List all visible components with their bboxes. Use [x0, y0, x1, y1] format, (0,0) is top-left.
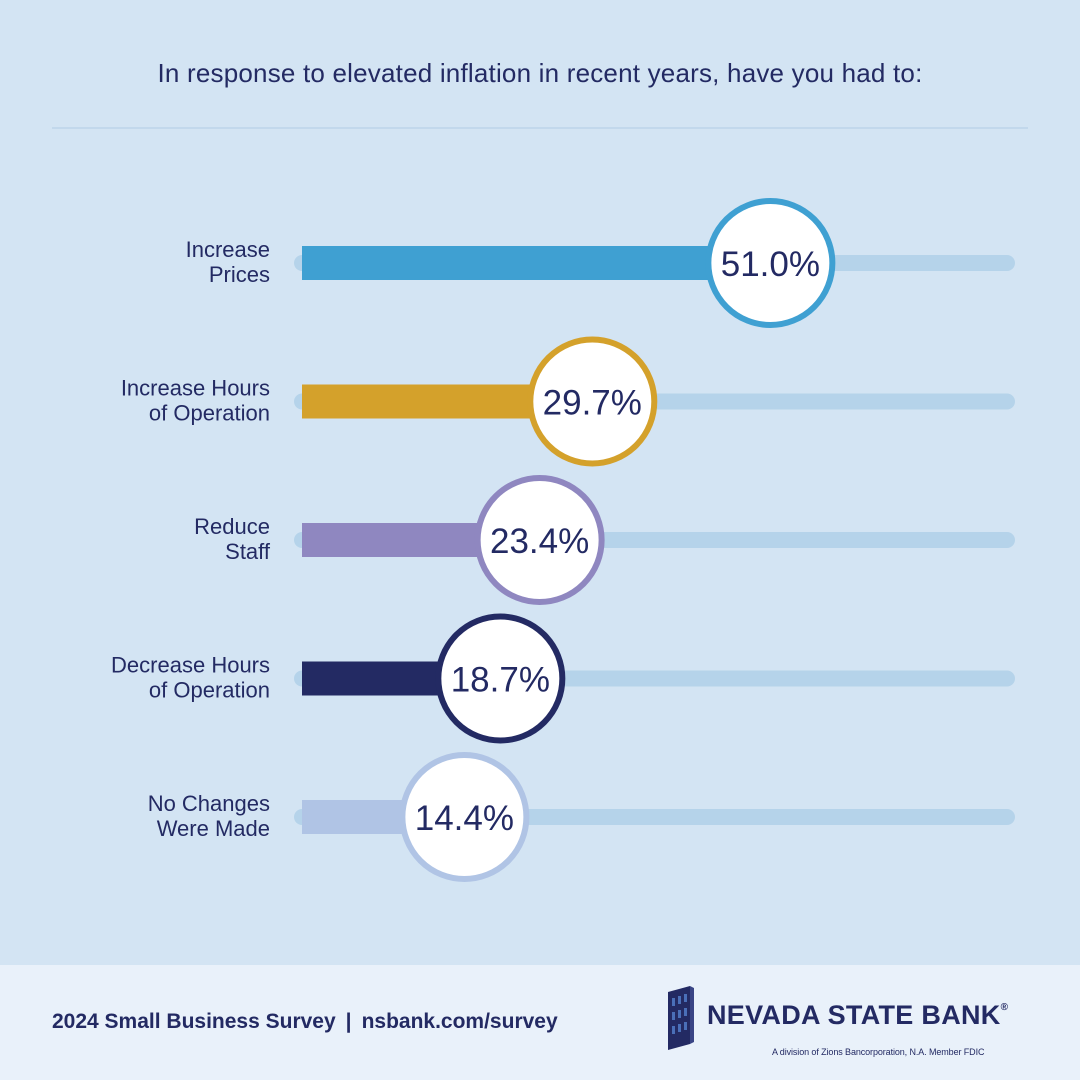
bank-subtitle: A division of Zions Bancorporation, N.A.…	[772, 1047, 985, 1057]
category-label: Prices	[209, 262, 270, 287]
bank-name-text: NEVADA STATE BANK	[707, 1000, 1001, 1030]
data-label: 51.0%	[721, 245, 820, 284]
survey-url-link[interactable]: nsbank.com/survey	[361, 1010, 558, 1033]
value-circle	[474, 475, 605, 605]
data-label: 14.4%	[415, 799, 514, 838]
bar	[302, 246, 771, 280]
bank-logo-icon	[668, 986, 694, 1050]
data-label: 29.7%	[543, 384, 642, 423]
category-label: Reduce	[194, 514, 270, 539]
data-label: 18.7%	[451, 661, 550, 700]
title-divider	[52, 127, 1028, 129]
category-label: Were Made	[157, 816, 270, 841]
survey-label: 2024 Small Business Survey	[52, 1010, 336, 1033]
value-circle	[705, 198, 836, 328]
footer-separator: |	[345, 1010, 352, 1033]
value-circle	[435, 613, 566, 744]
category-label: No Changes	[148, 791, 270, 816]
category-label: Staff	[225, 539, 271, 564]
footer-text: 2024 Small Business Survey | nsbank.com/su…	[52, 1010, 558, 1034]
chart-title: In response to elevated inflation in rec…	[157, 58, 923, 88]
value-circle	[527, 336, 658, 467]
data-label: 23.4%	[490, 522, 589, 561]
category-label: of Operation	[149, 678, 270, 703]
category-label: of Operation	[149, 401, 270, 426]
category-label: Increase	[186, 237, 270, 262]
category-label: Decrease Hours	[111, 653, 270, 678]
registered-mark: ®	[1000, 1002, 1009, 1013]
value-circle	[399, 752, 530, 882]
category-label: Increase Hours	[121, 376, 270, 401]
bank-name: NEVADA STATE BANK®	[707, 1000, 1008, 1031]
footer	[0, 965, 1080, 1080]
